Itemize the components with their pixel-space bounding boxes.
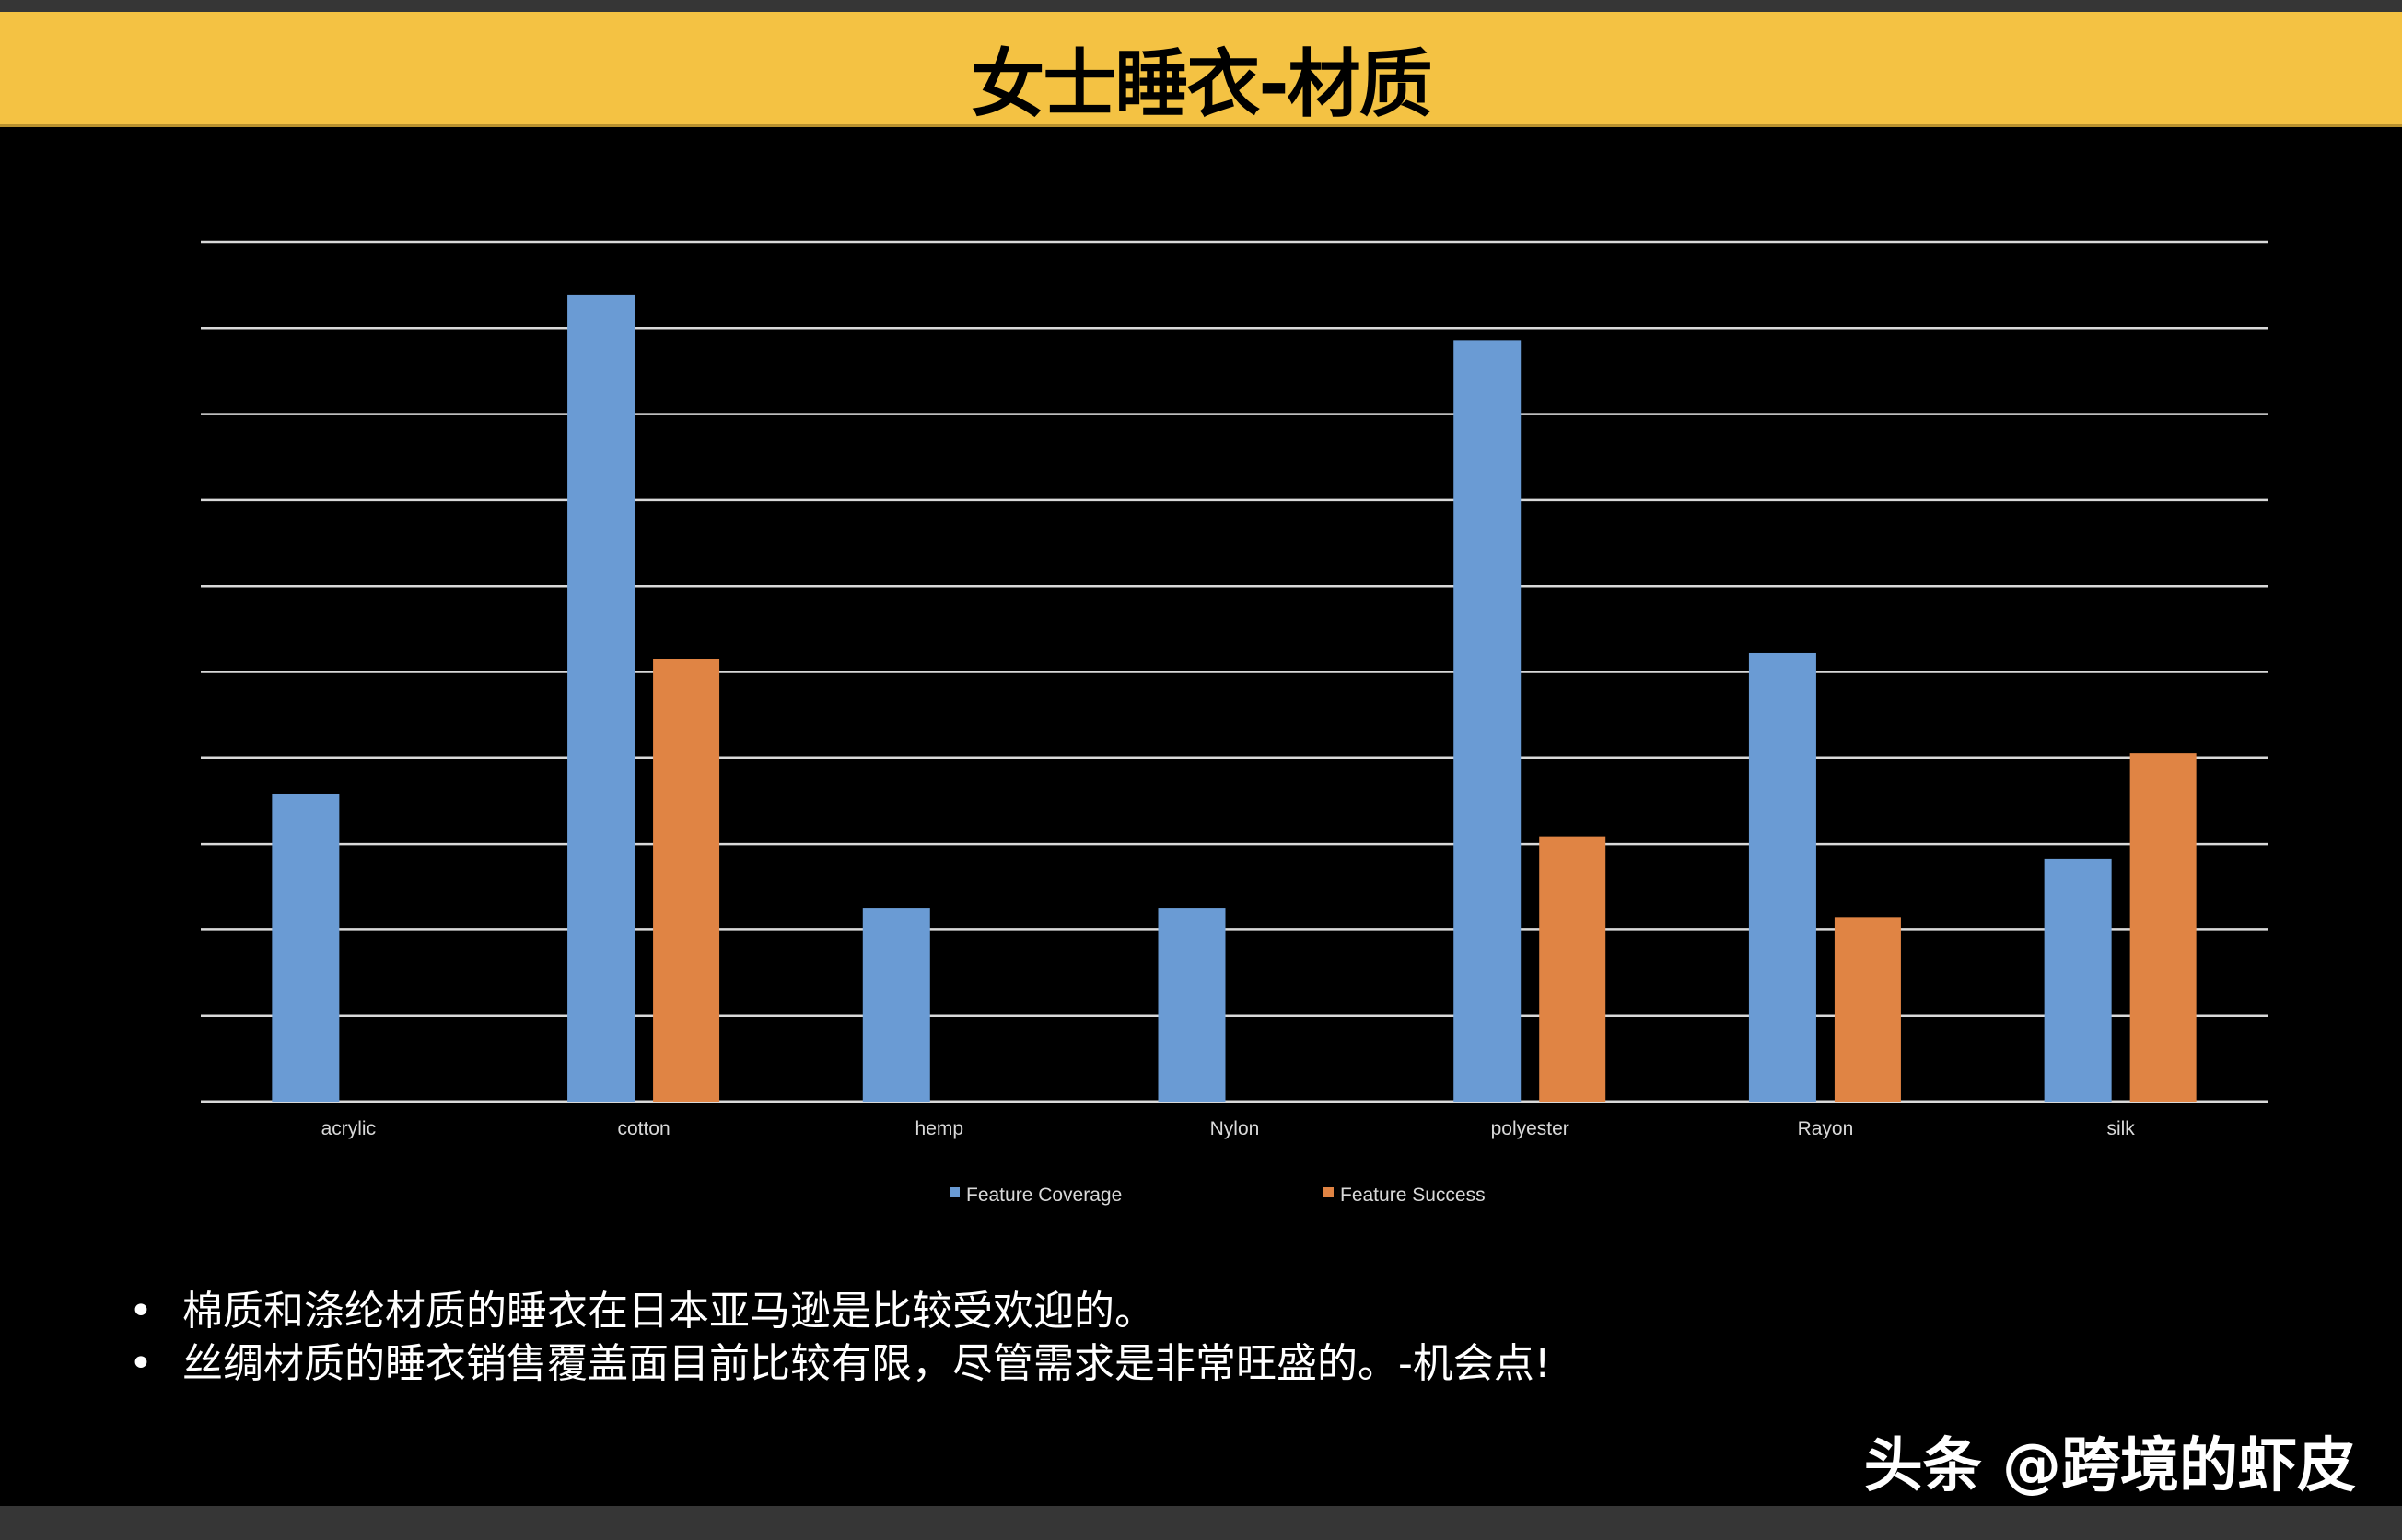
bar-coverage-rayon [1748, 652, 1816, 1102]
bar-success-rayon [1834, 917, 1901, 1102]
bottom-bar [0, 1506, 2402, 1540]
title-bar: 女士睡衣-材质 [0, 12, 2402, 127]
bullet-item: • 丝绸材质的睡衣销售覆盖面目前比较有限，尽管需求是非常旺盛的。-机会点! [129, 1337, 1551, 1390]
bar-coverage-acrylic [272, 793, 340, 1102]
bar-success-polyester [1539, 836, 1606, 1102]
x-tick-label: polyester [1491, 1118, 1569, 1139]
bar-coverage-polyester [1453, 340, 1522, 1102]
bullet-list: • 棉质和涤纶材质的睡衣在日本亚马逊是比较受欢迎的。 • 丝绸材质的睡衣销售覆盖面目… [129, 1285, 1551, 1390]
legend-swatch [1323, 1187, 1334, 1197]
page-title: 女士睡衣-材质 [971, 41, 1432, 127]
bar-coverage-cotton [567, 294, 635, 1102]
watermark: 头条 @跨境的虾皮 [1863, 1432, 2356, 1500]
x-tick-label: cotton [617, 1118, 670, 1139]
bar-success-silk [2129, 753, 2197, 1102]
bullet-dot: • [129, 1340, 153, 1387]
x-tick-label: acrylic [321, 1118, 377, 1139]
x-tick-label: hemp [915, 1118, 964, 1139]
legend-label: Feature Coverage [966, 1184, 1122, 1206]
bullet-dot: • [129, 1288, 153, 1335]
x-tick-label: silk [2106, 1118, 2135, 1139]
bar-coverage-nylon [1158, 908, 1226, 1102]
x-tick-label: Rayon [1798, 1118, 1854, 1139]
bar-coverage-silk [2044, 858, 2112, 1102]
bar-success-cotton [653, 659, 720, 1102]
bar-coverage-hemp [862, 908, 930, 1102]
top-bar [0, 0, 2402, 12]
bullet-text: 棉质和涤纶材质的睡衣在日本亚马逊是比较受欢迎的。 [182, 1288, 1155, 1335]
bullet-text: 丝绸材质的睡衣销售覆盖面目前比较有限，尽管需求是非常旺盛的。-机会点! [182, 1340, 1551, 1387]
x-tick-label: Nylon [1210, 1118, 1260, 1139]
legend-label: Feature Success [1340, 1184, 1486, 1206]
legend-swatch [950, 1187, 960, 1197]
bullet-item: • 棉质和涤纶材质的睡衣在日本亚马逊是比较受欢迎的。 [129, 1285, 1551, 1337]
